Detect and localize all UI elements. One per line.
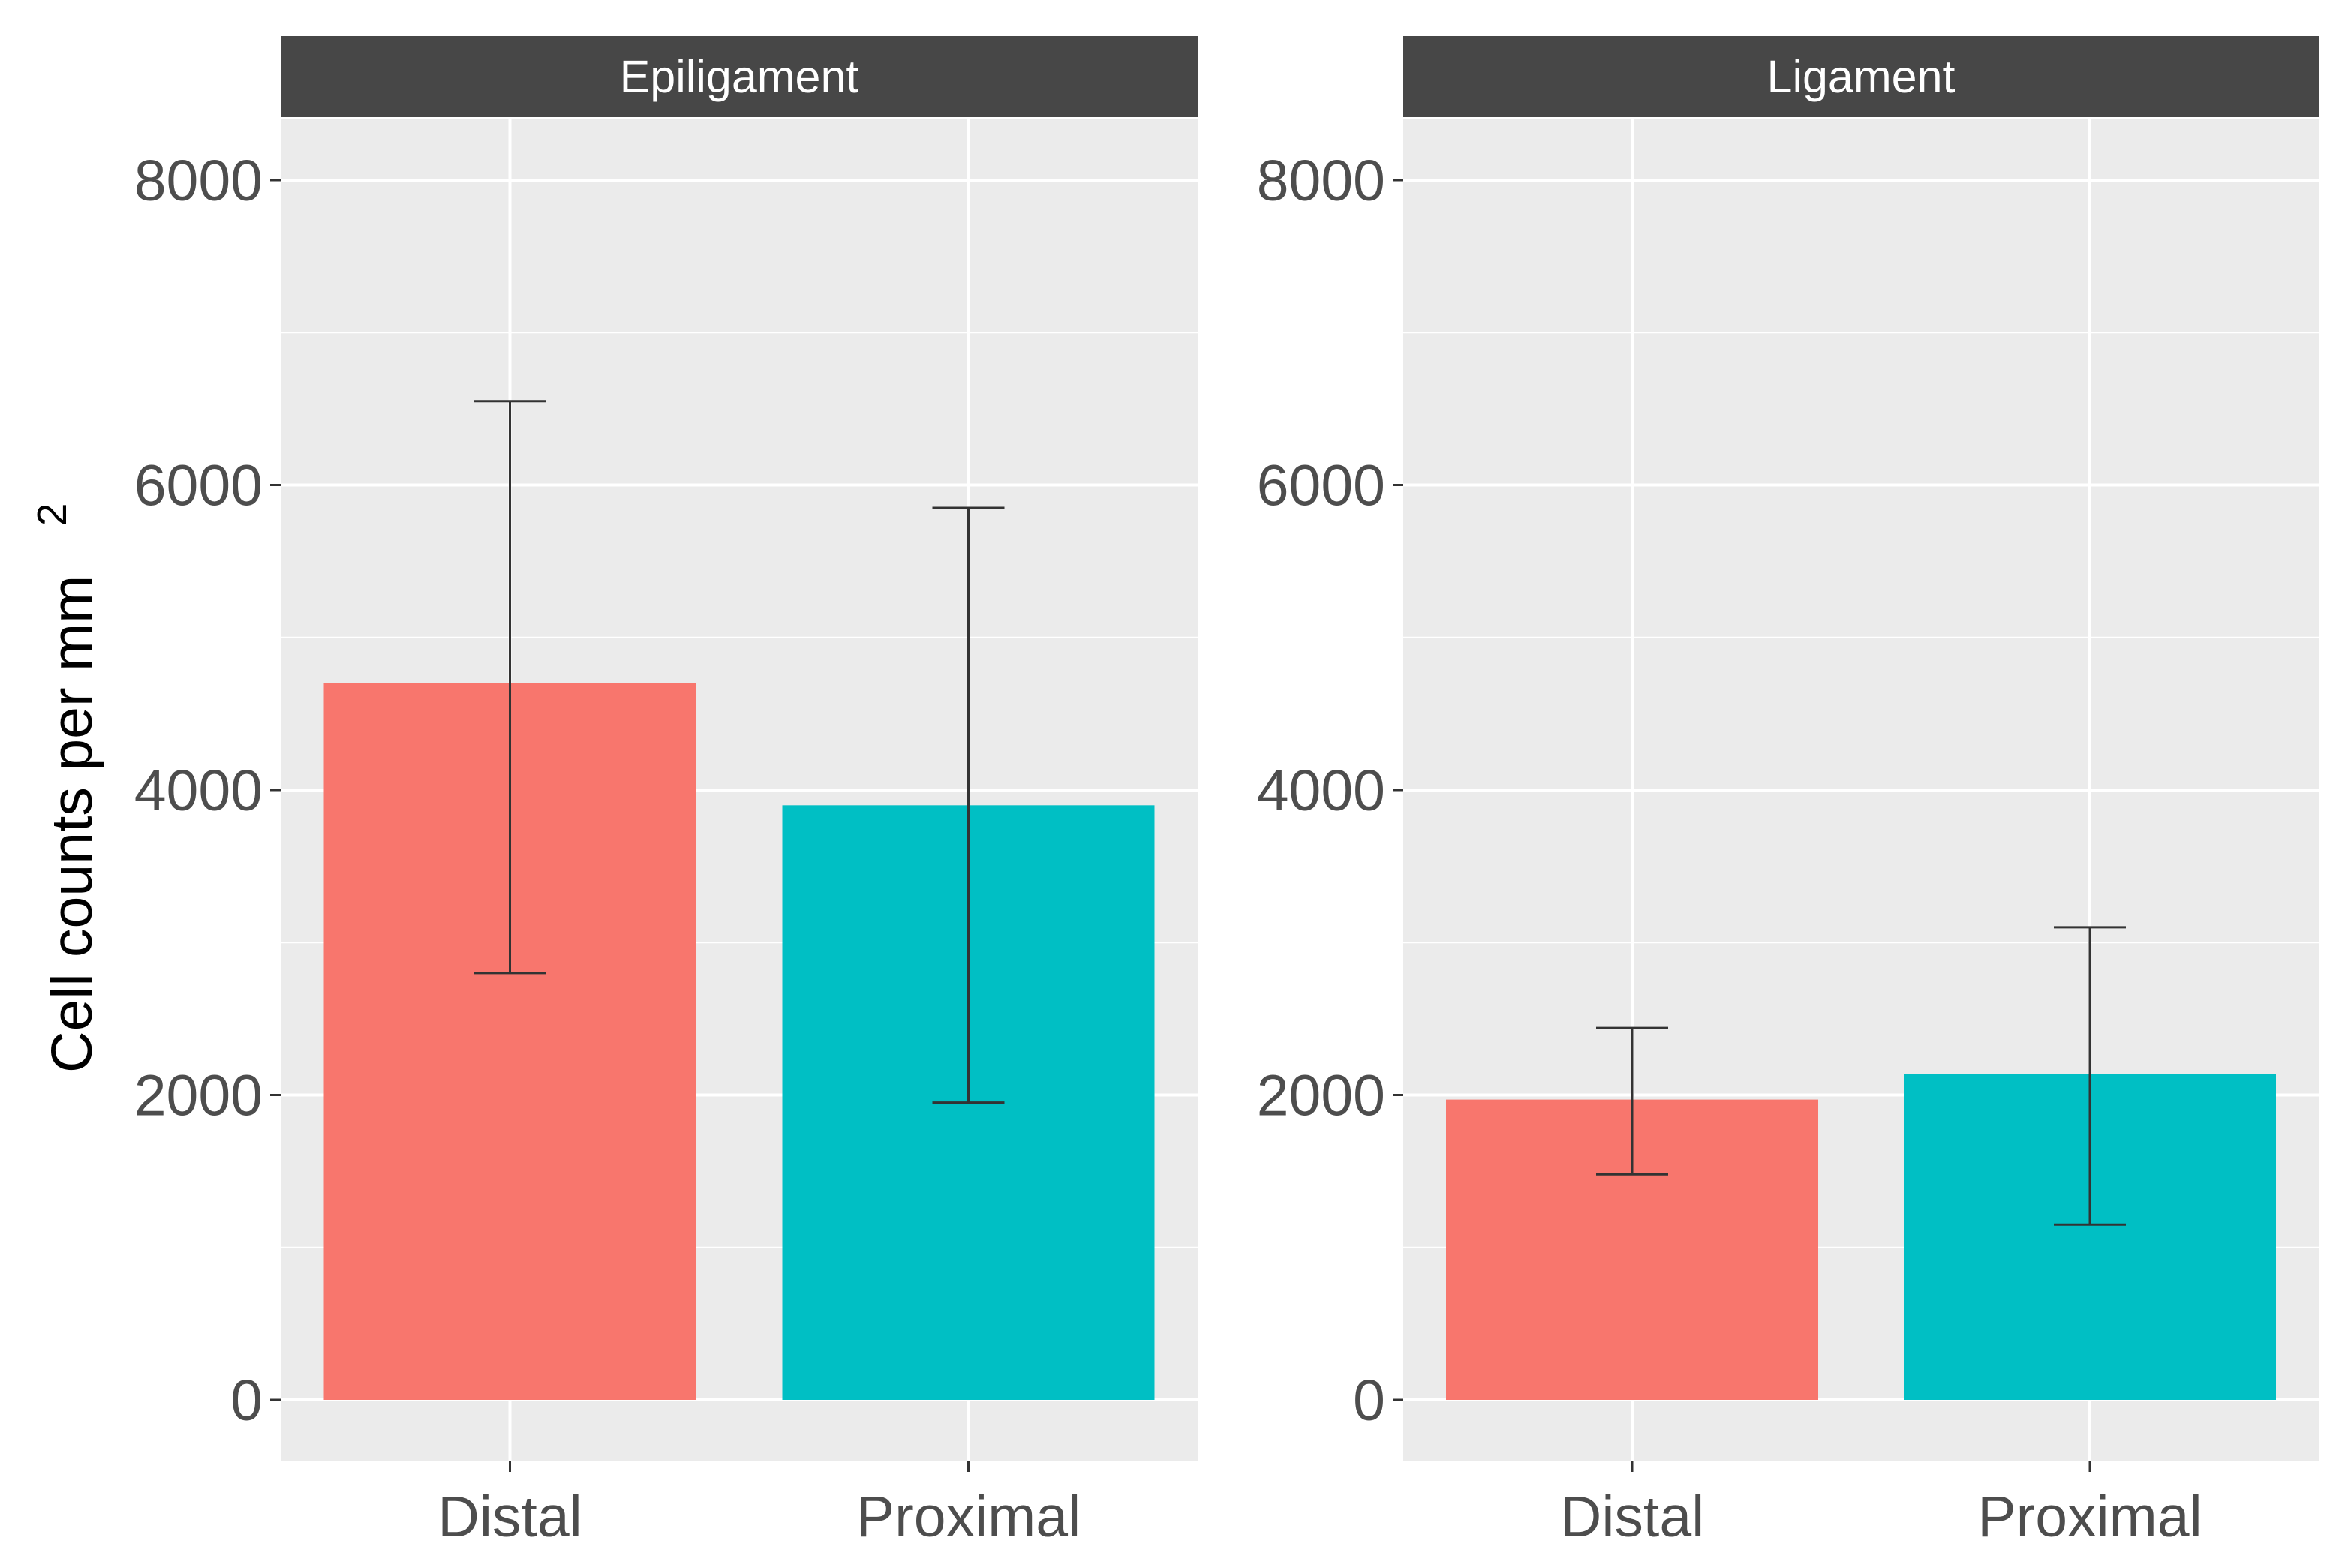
y-tick-label: 2000 bbox=[1257, 1064, 1385, 1128]
y-tick-label: 4000 bbox=[134, 758, 263, 823]
facet-strip-title: Ligament bbox=[1767, 51, 1956, 102]
y-tick-label: 6000 bbox=[1257, 454, 1385, 518]
facet-panel-epiligament: Epiligament 0 2000 4000 6000 8000 Distal Proxim… bbox=[134, 36, 1198, 1549]
x-tick-label: Distal bbox=[1560, 1485, 1705, 1549]
y-tick-label: 8000 bbox=[1257, 149, 1385, 213]
y-tick-label: 8000 bbox=[134, 149, 263, 213]
x-tick-label: Proximal bbox=[856, 1485, 1081, 1549]
y-axis-title-text: Cell counts per mm bbox=[40, 575, 104, 1073]
facet-panel-ligament: Ligament 0 2000 4000 6000 8000 Distal Proximal bbox=[1257, 36, 2319, 1549]
y-tick-label: 0 bbox=[1353, 1368, 1385, 1433]
y-tick-label: 4000 bbox=[1257, 758, 1385, 823]
facet-strip-title: Epiligament bbox=[620, 51, 859, 102]
y-tick-label: 2000 bbox=[134, 1064, 263, 1128]
y-tick-label: 6000 bbox=[134, 454, 263, 518]
y-tick-label: 0 bbox=[230, 1368, 263, 1433]
x-tick-label: Proximal bbox=[1977, 1485, 2202, 1549]
y-axis-title: Cell counts per mm bbox=[40, 575, 104, 1073]
facet-strip bbox=[281, 36, 1198, 117]
x-tick-label: Distal bbox=[437, 1485, 582, 1549]
y-axis-title-superscript: 2 bbox=[29, 503, 75, 527]
facet-strip bbox=[1403, 36, 2319, 117]
